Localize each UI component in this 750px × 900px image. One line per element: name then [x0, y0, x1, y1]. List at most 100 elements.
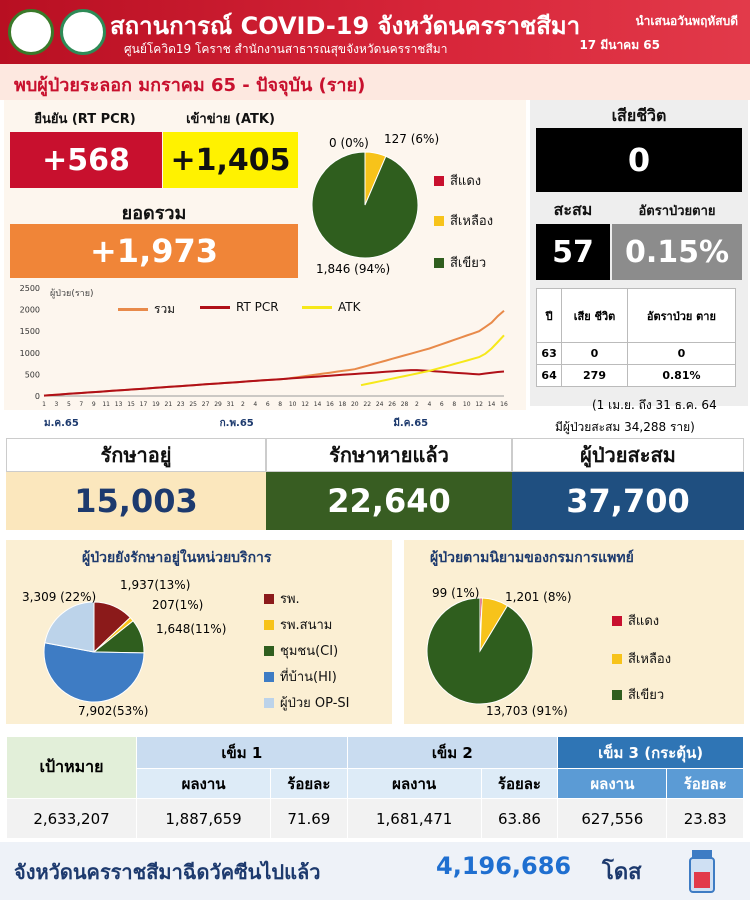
- x-tick-label: 6: [266, 401, 270, 408]
- legend-text: ผู้ป่วย OP-SI: [280, 696, 350, 711]
- x-tick-label: 16: [500, 401, 508, 408]
- footer-bar: [0, 842, 750, 900]
- dose1-result-header: ผลงาน: [135, 768, 272, 799]
- series-line-2: [360, 334, 505, 387]
- recovered-label: รักษาหายแล้ว: [266, 438, 512, 472]
- pie1-legend-green: สีเขียว: [434, 252, 486, 273]
- y-tick-label: 1000: [20, 349, 40, 358]
- table-cell: 279: [561, 364, 628, 387]
- line-legend-rtpcr: RT PCR: [200, 300, 279, 314]
- x-tick-label: 18: [339, 401, 347, 408]
- x-tick-label: 5: [67, 401, 71, 408]
- dose1-percent: 71.69: [270, 798, 348, 839]
- daily-severity-pie: [311, 151, 419, 259]
- deaths-rate-value: 0.15%: [612, 224, 742, 280]
- x-tick-label: 8: [452, 401, 456, 408]
- x-tick-label: 10: [463, 401, 471, 408]
- vaccine-vial-icon: [689, 850, 715, 893]
- legend-swatch: [612, 615, 622, 626]
- dose1-percent-header: ร้อยละ: [270, 768, 348, 799]
- legend-line: [118, 308, 148, 311]
- deaths-rate-label: อัตราป่วยตาย: [638, 204, 716, 219]
- status-row: รักษาอยู่ รักษาหายแล้ว ผู้ป่วยสะสม 15,00…: [6, 438, 744, 530]
- y-tick-label: 500: [25, 370, 40, 379]
- dose2-percent: 63.86: [480, 798, 559, 839]
- pie3-label-green: 13,703 (91%): [486, 704, 568, 718]
- death-note-1: (1 เม.ย. ถึง 31 ธ.ค. 64: [592, 398, 717, 412]
- y-tick-label: 0: [35, 392, 40, 401]
- pie3-label-red: 99 (1%): [432, 586, 480, 600]
- atk-label: เข้าข่าย (ATK): [186, 112, 275, 127]
- report-date: 17 มีนาคม 65: [579, 38, 660, 52]
- medical-pie-title: ผู้ป่วยตามนิยามของกรมการแพทย์: [430, 550, 634, 566]
- legend-swatch: [264, 619, 274, 630]
- series-line-1: [43, 369, 505, 397]
- health-ministry-logo-icon: [60, 9, 106, 55]
- footer-unit: โดส: [602, 860, 642, 885]
- x-tick-label: 8: [278, 401, 282, 408]
- atk-value: +1,405: [163, 132, 298, 188]
- deaths-cum-label: สะสม: [553, 200, 593, 219]
- dose3-percent: 23.83: [666, 798, 744, 839]
- line-ylabel: ผู้ป่วย(ราย): [50, 289, 94, 299]
- vaccine-target-value: 2,633,207: [6, 798, 137, 839]
- deaths-cum-value: 57: [536, 224, 610, 280]
- pie1-label-red: 0 (0%): [329, 136, 369, 150]
- rtpcr-value: +568: [10, 132, 162, 188]
- dose1-result: 1,887,659: [135, 798, 272, 839]
- line-legend-total: รวม: [118, 300, 175, 319]
- x-tick-label: 17: [140, 401, 148, 408]
- legend-swatch: [434, 175, 444, 186]
- pie2-label-3: 7,902(53%): [78, 704, 149, 718]
- legend-line: [200, 305, 230, 309]
- y-tick-label: 2000: [20, 306, 40, 315]
- x-tick-label: 14: [488, 401, 496, 408]
- provincial-seal-icon: [8, 9, 54, 55]
- x-month-label: ก.พ.65: [220, 418, 254, 429]
- pie2-legend-0: รพ.: [264, 588, 300, 609]
- legend-text: ATK: [338, 300, 361, 314]
- pie1-label-yellow: 127 (6%): [384, 132, 440, 146]
- table-cell: 64: [535, 364, 563, 387]
- table-cell: 0: [626, 342, 737, 365]
- medical-definition-pie: [426, 597, 534, 705]
- legend-swatch: [264, 593, 274, 604]
- pie3-legend-red: สีแดง: [612, 610, 659, 631]
- legend-text: ที่บ้าน(HI): [280, 670, 337, 685]
- series-line-0: [43, 310, 505, 397]
- x-tick-label: 23: [177, 401, 185, 408]
- dose3-result: 627,556: [557, 798, 668, 839]
- dose2-result: 1,681,471: [346, 798, 482, 839]
- x-tick-label: 11: [102, 401, 110, 408]
- x-tick-label: 2: [415, 401, 419, 408]
- dose2-header: เข็ม 2: [346, 736, 559, 769]
- x-month-label: มี.ค.65: [393, 417, 428, 429]
- death-history-table: ปี เสีย ชีวิต อัตราป่วย ตาย 63 0 0 64 279 0.81…: [535, 288, 737, 387]
- table-header: ปี: [535, 288, 563, 343]
- rtpcr-label: ยืนยัน (RT PCR): [34, 112, 136, 127]
- deaths-label: เสียชีวิต: [611, 106, 667, 125]
- recovered-value: 22,640: [266, 472, 512, 530]
- legend-swatch: [434, 215, 444, 226]
- legend-text: สีเขียว: [450, 256, 487, 271]
- x-tick-label: 4: [253, 401, 257, 408]
- pie3-legend-yellow: สีเหลือง: [612, 648, 671, 669]
- vaccine-table: เป้าหมาย เข็ม 1 เข็ม 2 เข็ม 3 (กระตุ้น) …: [6, 736, 744, 839]
- x-tick-label: 10: [289, 401, 297, 408]
- page-subtitle: ศูนย์โควิด19 โคราช สำนักงานสาธารณสุขจังห…: [124, 42, 448, 56]
- wave-banner-text: พบผู้ป่วยระลอก มกราคม 65 - ปัจจุบัน (ราย…: [14, 75, 366, 96]
- total-value: +1,973: [10, 224, 298, 278]
- x-tick-label: 13: [115, 401, 123, 408]
- x-tick-label: 26: [388, 401, 396, 408]
- table-cell: 0.81%: [626, 364, 737, 387]
- x-tick-label: 20: [351, 401, 359, 408]
- footer-text: จังหวัดนครราชสีมาฉีดวัคซีนไปแล้ว: [14, 860, 321, 884]
- x-tick-label: 9: [92, 401, 96, 408]
- service-pie-title: ผู้ป่วยยังรักษาอยู่ในหน่วยบริการ: [82, 550, 272, 566]
- header-bar: สถานการณ์ COVID-19 จังหวัดนครราชสีมา ศูน…: [0, 0, 750, 64]
- table-header: อัตราป่วย ตาย: [626, 288, 737, 343]
- x-tick-label: 22: [363, 401, 371, 408]
- dose3-result-header: ผลงาน: [557, 768, 668, 799]
- pie2-label-2: 1,648(11%): [156, 622, 227, 636]
- x-tick-label: 1: [42, 401, 46, 408]
